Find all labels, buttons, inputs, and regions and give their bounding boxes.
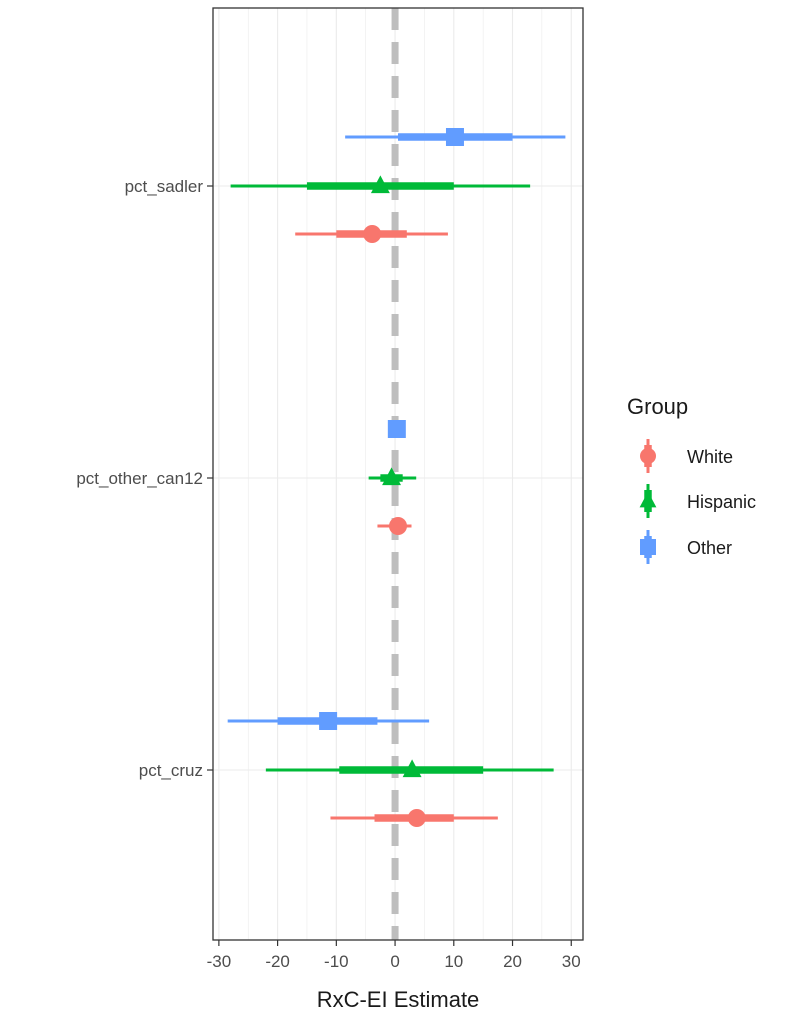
panel-border — [212, 7, 584, 941]
y-tick-label: pct_other_can12 — [76, 469, 203, 488]
legend-item-white: White — [640, 439, 733, 473]
y-tick-label: pct_sadler — [125, 177, 204, 196]
point-marker — [640, 448, 656, 464]
x-axis-title: RxC-EI Estimate — [317, 987, 480, 1012]
point-marker — [639, 491, 657, 508]
legend-label: White — [687, 447, 733, 467]
axes: -30 -20 -10 0 10 20 30 pct_sadler pct_other_can1… — [76, 177, 580, 971]
series-hispanic — [230, 175, 554, 778]
point-marker — [363, 225, 382, 243]
y-tick-label: pct_cruz — [139, 761, 203, 780]
legend-label: Hispanic — [687, 492, 756, 512]
x-tick-label: 20 — [503, 952, 522, 971]
series-white — [295, 225, 498, 827]
estimate-marks — [227, 128, 566, 827]
point-marker — [402, 759, 422, 778]
x-tick-label: -20 — [265, 952, 290, 971]
x-tick-label: 30 — [562, 952, 581, 971]
legend: Group White Hispanic Other — [627, 394, 756, 564]
point-marker — [445, 128, 464, 146]
series-other — [227, 128, 566, 730]
x-tick-label: -10 — [324, 952, 349, 971]
legend-label: Other — [687, 538, 732, 558]
x-tick-label: -30 — [207, 952, 232, 971]
point-marker — [387, 420, 406, 438]
point-marker — [370, 175, 390, 194]
legend-item-hispanic: Hispanic — [639, 484, 756, 518]
point-marker — [389, 517, 407, 535]
point-marker — [640, 539, 656, 555]
legend-item-other: Other — [640, 530, 732, 564]
point-marker — [407, 809, 426, 827]
point-marker — [319, 712, 338, 730]
legend-title: Group — [627, 394, 688, 419]
x-tick-label: 0 — [390, 952, 399, 971]
point-marker — [382, 467, 401, 486]
x-tick-label: 10 — [444, 952, 463, 971]
